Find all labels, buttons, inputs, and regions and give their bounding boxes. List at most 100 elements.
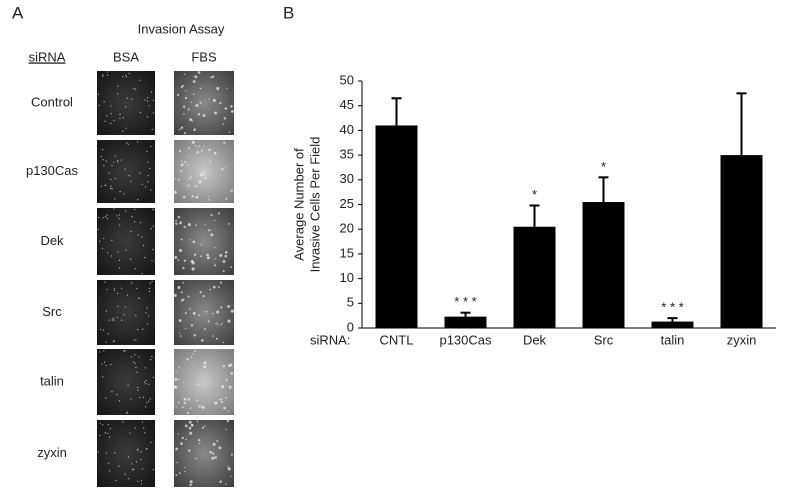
- cell-speck: [110, 122, 112, 125]
- cell-speck: [138, 297, 140, 299]
- cell-speck: [227, 305, 231, 308]
- cell-speck: [225, 396, 227, 399]
- cell-speck: [125, 210, 127, 212]
- bar: [444, 316, 487, 328]
- cell-speck: [192, 353, 194, 355]
- cell-speck: [152, 99, 155, 101]
- y-tick-label: 5: [347, 295, 354, 310]
- cell-speck: [149, 282, 151, 284]
- cell-speck: [105, 310, 107, 312]
- cell-speck: [216, 86, 220, 91]
- cell-speck: [118, 400, 121, 402]
- cell-speck: [99, 422, 101, 424]
- cell-speck: [111, 319, 113, 321]
- cell-speck: [214, 258, 217, 260]
- cell-speck: [212, 98, 216, 102]
- cell-speck: [183, 132, 186, 135]
- cell-speck: [183, 113, 185, 115]
- cell-speck: [137, 199, 139, 201]
- cell-speck: [230, 266, 232, 268]
- cell-speck: [211, 456, 215, 460]
- cell-speck: [184, 424, 188, 428]
- cell-speck: [221, 167, 224, 171]
- cell-speck: [212, 452, 215, 455]
- cell-speck: [219, 253, 223, 257]
- cell-speck: [106, 214, 108, 216]
- column-header: BSA: [113, 49, 139, 64]
- cell-speck: [192, 311, 196, 315]
- cell-speck: [217, 212, 220, 215]
- cell-speck: [206, 256, 210, 260]
- cell-speck: [113, 208, 115, 210]
- cell-speck: [196, 399, 199, 402]
- cell-speck: [215, 322, 217, 325]
- cell-speck: [200, 244, 202, 246]
- cell-speck: [134, 354, 136, 356]
- cell-speck: [105, 341, 107, 343]
- cell-speck: [140, 451, 142, 453]
- cell-speck: [204, 223, 206, 226]
- cell-speck: [148, 290, 151, 293]
- cell-speck: [135, 88, 137, 91]
- cell-speck: [214, 219, 216, 222]
- x-tick-label: Dek: [523, 332, 547, 347]
- cell-speck: [180, 126, 184, 129]
- cell-speck: [125, 412, 128, 414]
- cell-speck: [107, 333, 109, 335]
- cell-speck: [110, 363, 112, 366]
- cell-speck: [145, 312, 147, 314]
- cell-speck: [137, 234, 139, 236]
- cell-speck: [207, 196, 209, 198]
- y-tick-label: 20: [340, 221, 354, 236]
- cell-speck: [180, 163, 184, 167]
- cell-speck: [108, 172, 110, 174]
- cell-speck: [130, 258, 132, 260]
- cell-speck: [146, 150, 148, 152]
- cell-speck: [227, 319, 231, 323]
- cell-speck: [99, 434, 101, 437]
- cell-speck: [185, 327, 187, 330]
- cell-speck: [143, 427, 145, 429]
- cell-speck: [150, 91, 153, 93]
- cell-speck: [139, 221, 142, 224]
- cell-speck: [183, 397, 187, 401]
- cell-speck: [143, 244, 145, 247]
- cell-speck: [102, 74, 104, 76]
- cell-speck: [224, 254, 228, 258]
- cell-speck: [194, 350, 197, 353]
- cell-speck: [126, 294, 128, 296]
- cell-speck: [208, 229, 211, 232]
- cell-speck: [105, 452, 107, 454]
- cell-speck: [118, 259, 121, 262]
- cell-speck: [195, 457, 198, 460]
- cell-speck: [225, 197, 228, 200]
- cell-speck: [103, 101, 105, 103]
- cell-speck: [134, 362, 136, 364]
- cell-speck: [145, 448, 148, 450]
- cell-speck: [227, 465, 229, 467]
- cell-speck: [184, 312, 187, 315]
- row-label: Control: [31, 94, 73, 109]
- cell-speck: [215, 337, 218, 340]
- cell-speck: [197, 71, 201, 74]
- cell-speck: [191, 140, 195, 144]
- cell-speck: [152, 225, 154, 227]
- cell-speck: [187, 295, 190, 298]
- cell-speck: [145, 379, 147, 382]
- micrograph: [174, 71, 234, 135]
- cell-speck: [185, 438, 187, 440]
- cell-speck: [101, 247, 103, 249]
- cell-speck: [214, 264, 217, 267]
- bar-chart: 0 5 10 15 20 25 30 35 40 45 50 Average Number of Inv…: [291, 72, 776, 347]
- cell-speck: [178, 248, 183, 252]
- cell-speck: [175, 474, 178, 476]
- cell-speck: [198, 314, 201, 316]
- cell-speck: [203, 328, 206, 331]
- cell-speck: [230, 309, 234, 313]
- cell-speck: [104, 432, 106, 434]
- cell-speck: [113, 288, 116, 290]
- cell-speck: [230, 453, 233, 456]
- cell-speck: [137, 389, 139, 391]
- cell-speck: [107, 74, 109, 76]
- cell-speck: [138, 356, 140, 358]
